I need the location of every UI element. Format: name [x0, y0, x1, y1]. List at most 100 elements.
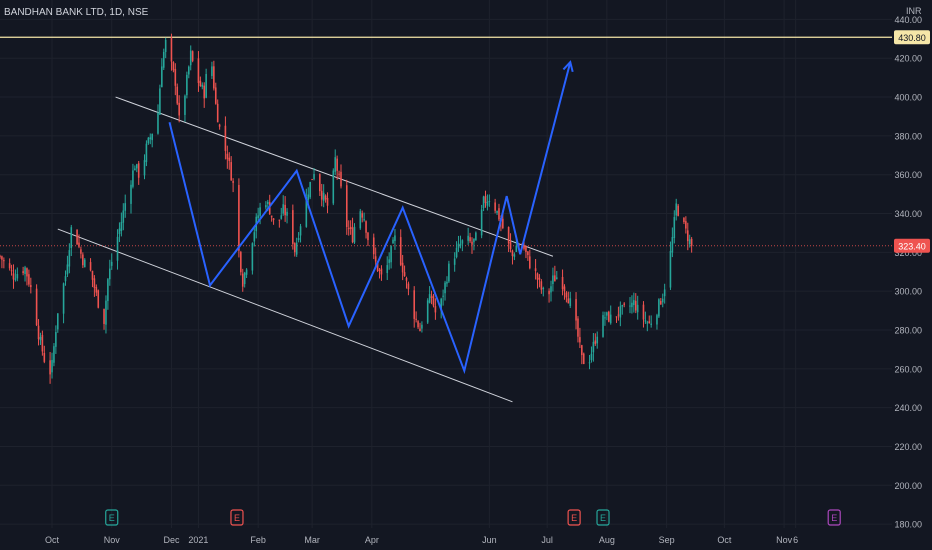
candle-up	[159, 88, 161, 115]
candle-down	[579, 337, 581, 343]
candle-down	[241, 273, 244, 287]
channel-lower-line[interactable]	[57, 228, 513, 403]
trend-channel[interactable]	[57, 96, 554, 403]
candle-down	[197, 58, 200, 83]
candle-down	[365, 221, 367, 233]
candle-up	[488, 201, 491, 203]
candle-up	[688, 239, 691, 245]
candle-down	[419, 328, 421, 332]
earnings-marker-icon[interactable]	[567, 509, 581, 526]
x-tick-label: Nov	[776, 535, 793, 545]
candle-down	[494, 202, 496, 211]
price-axis[interactable]: 180.00 200.00 220.00 240.00 260.00 280.00 300.…	[894, 15, 930, 530]
candles[interactable]	[0, 33, 693, 384]
candle-up	[151, 133, 153, 141]
candle-up	[134, 168, 136, 171]
candle-down	[540, 281, 543, 290]
earnings-marker-icon[interactable]	[230, 509, 244, 526]
earnings-marker-icon[interactable]	[105, 509, 119, 526]
candle-up	[592, 341, 595, 353]
earnings-marker-label: E	[600, 513, 606, 523]
candle-up	[671, 237, 674, 253]
candle-down	[268, 202, 271, 215]
candle-down	[548, 290, 550, 295]
candle-up	[135, 164, 138, 169]
candle-down	[417, 321, 419, 328]
candle-up	[658, 299, 660, 317]
candle-up	[444, 282, 446, 294]
zigzag-pattern[interactable]	[168, 60, 574, 375]
candle-up	[322, 192, 325, 201]
y-tick-label: 340.00	[894, 209, 922, 219]
candle-down	[37, 325, 40, 340]
candle-down	[690, 238, 693, 246]
candle-down	[3, 260, 5, 262]
earnings-marker-icon[interactable]	[827, 509, 841, 526]
candle-down	[502, 218, 504, 229]
candle-up	[675, 203, 678, 216]
candle-up	[669, 250, 672, 288]
time-axis[interactable]: Oct Nov Dec 2021 Feb Mar Apr Jun Jul Aug Sep Oct Nov…	[45, 535, 798, 545]
candle-up	[105, 300, 107, 325]
candle-up	[186, 74, 188, 96]
candle-up	[147, 137, 150, 144]
candle-down	[511, 250, 514, 256]
candle-down	[170, 37, 173, 62]
horizontal-line-price-tag[interactable]	[894, 30, 930, 45]
candle-down	[214, 87, 217, 104]
chart-title: BANDHAN BANK LTD, 1D, NSE	[4, 7, 149, 18]
candle-down	[324, 195, 327, 200]
candle-down	[103, 308, 105, 324]
earnings-marker-label: E	[109, 513, 115, 523]
candle-up	[286, 211, 288, 216]
earnings-marker-icon[interactable]	[596, 509, 610, 526]
candle-up	[124, 203, 127, 211]
candle-up	[253, 232, 256, 242]
x-tick-label: Dec	[163, 535, 180, 545]
candle-up	[299, 226, 302, 236]
candle-up	[55, 332, 57, 347]
candle-down	[178, 102, 180, 116]
candle-down	[351, 227, 354, 243]
candle-down	[80, 249, 82, 254]
candle-down	[82, 254, 84, 266]
earnings-marker-label: E	[234, 513, 240, 523]
candle-down	[89, 262, 92, 271]
zigzag-line[interactable]	[168, 61, 572, 375]
candle-down	[26, 268, 28, 277]
grid	[0, 0, 892, 528]
candle-up	[656, 315, 658, 325]
candle-down	[1, 256, 3, 260]
candle-down	[471, 241, 473, 245]
earnings-marker-label: E	[571, 513, 577, 523]
last-price-tag[interactable]	[894, 238, 930, 253]
candle-up	[130, 184, 132, 204]
candle-up	[486, 201, 489, 206]
candle-down	[311, 179, 313, 181]
candle-up	[334, 157, 337, 172]
candle-up	[542, 288, 545, 290]
candle-down	[340, 171, 342, 187]
candle-up	[473, 238, 475, 243]
candle-down	[338, 173, 340, 175]
x-tick-label: Aug	[599, 535, 615, 545]
x-tick-label: Mar	[304, 535, 320, 545]
candle-up	[609, 314, 612, 324]
x-tick-label: 6	[793, 535, 798, 545]
candle-down	[345, 185, 348, 227]
horizontal-line-430[interactable]	[0, 36, 892, 247]
candle-up	[552, 275, 554, 284]
candle-down	[527, 251, 529, 255]
candle-down	[380, 268, 383, 275]
candle-down	[498, 208, 500, 220]
candle-up	[480, 209, 483, 236]
candle-down	[660, 301, 662, 305]
candle-up	[650, 323, 652, 325]
candle-up	[461, 240, 464, 244]
x-tick-label: 2021	[188, 535, 208, 545]
candle-up	[448, 263, 450, 282]
channel-upper-line[interactable]	[115, 96, 554, 257]
y-tick-label: 400.00	[894, 93, 922, 103]
